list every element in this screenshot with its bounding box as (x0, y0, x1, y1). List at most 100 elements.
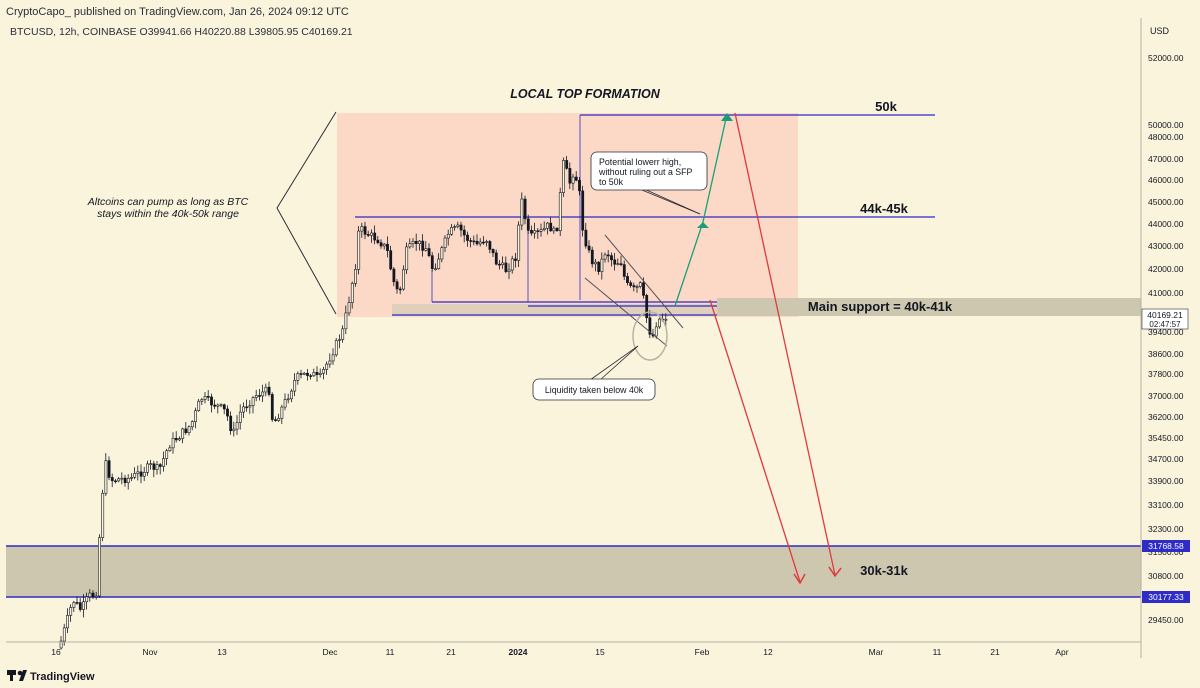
candle-body (181, 428, 185, 439)
candle-body (107, 460, 111, 478)
candle-body (162, 458, 165, 467)
price-tick-label: 48000.00 (1148, 132, 1184, 142)
candle-body (315, 372, 319, 375)
candle-body (501, 262, 505, 265)
candle-body (222, 404, 226, 410)
candle-body (168, 447, 172, 452)
time-tick-label: Mar (869, 647, 884, 657)
candle-body (325, 363, 329, 370)
candle-body (114, 480, 117, 483)
time-tick-label: Feb (695, 647, 710, 657)
candle-body (110, 477, 114, 482)
candle-body (507, 269, 511, 272)
candle-body (296, 373, 300, 381)
candle-body (584, 229, 588, 247)
tradingview-logo (7, 670, 27, 681)
publish-info: CryptoCapo_ published on TradingView.com… (6, 6, 349, 18)
time-tick-label: 16 (51, 647, 61, 657)
candle-body (328, 360, 332, 365)
candle-body (424, 248, 428, 251)
time-tick-label: Dec (322, 647, 338, 657)
candle-body (184, 428, 188, 434)
candle-body (523, 198, 527, 220)
candle-body (75, 602, 79, 604)
candle-body (261, 391, 265, 397)
candle-body (62, 627, 66, 642)
candle-body (379, 242, 383, 247)
candle-body (472, 240, 476, 243)
candle-body (613, 259, 617, 265)
candle-body (629, 282, 633, 286)
candle-body (638, 282, 642, 287)
price-tick-label: 44000.00 (1148, 219, 1184, 229)
candle-body (459, 224, 463, 231)
candle-body (485, 241, 489, 243)
candle-body (277, 418, 281, 421)
candle-body (254, 395, 258, 398)
candle-body (616, 263, 620, 265)
callout-pointer-2b (599, 345, 639, 381)
candle-body (568, 168, 572, 184)
zone-bottom-value: 30177.33 (1148, 592, 1184, 602)
candle-body (427, 248, 431, 257)
candle-body (146, 463, 149, 473)
candle-body (245, 406, 249, 409)
candle-body (104, 460, 108, 494)
candle-body (226, 408, 229, 417)
candle-body (142, 472, 146, 477)
candle-body (389, 250, 393, 270)
candle-body (466, 234, 469, 241)
bearish-path-1 (734, 112, 836, 576)
candle-body (552, 227, 556, 232)
candle-body (101, 492, 105, 538)
candle-body (350, 283, 354, 303)
candle-body (78, 602, 82, 610)
candle-body (619, 263, 623, 265)
candle-body (594, 261, 597, 265)
callout-liquidity (532, 378, 656, 401)
candle-body (82, 601, 85, 610)
candle-body (530, 230, 533, 234)
candle-body (270, 394, 274, 420)
price-tick-label: 50000.00 (1148, 120, 1184, 130)
candle-body (542, 227, 546, 230)
candle-body (514, 258, 517, 261)
bullish-arrowhead-1 (697, 222, 709, 228)
candle-body (610, 255, 613, 261)
range-box (337, 113, 798, 317)
candle-body (357, 230, 361, 270)
candle-body (178, 438, 181, 441)
candle-body (590, 249, 594, 265)
candle-body (136, 471, 140, 474)
candle-body (171, 437, 175, 449)
candle-body (72, 602, 76, 608)
candle-body (213, 404, 217, 407)
candle-body (504, 262, 508, 272)
time-tick-label: 11 (386, 647, 395, 657)
candle-body (597, 261, 601, 272)
candle-body (571, 176, 575, 184)
main-support-band (717, 298, 1141, 316)
candle-body (498, 263, 501, 266)
candle-body (386, 243, 389, 251)
candle-body (411, 240, 415, 245)
candle-body (130, 477, 133, 479)
candle-body (443, 237, 447, 249)
candle-body (373, 232, 377, 241)
candle-body (120, 477, 124, 480)
candle-body (392, 268, 396, 283)
candle-body (536, 230, 540, 233)
candle-body (654, 326, 658, 337)
price-tick-label: 33900.00 (1148, 476, 1184, 486)
price-tick-label: 32300.00 (1148, 524, 1184, 534)
candle-body (475, 240, 479, 245)
candle-body (622, 264, 626, 277)
price-tick-label: 45000.00 (1148, 197, 1184, 207)
axis-currency: USD (1150, 26, 1170, 36)
candle-body (338, 339, 341, 341)
callout-lower-high-text: Potential lowerr high, without ruling out… (598, 157, 693, 187)
callout-pointer-1b (641, 187, 701, 215)
zone-bottom-tag (1142, 591, 1190, 603)
candle-body (414, 240, 418, 244)
candle-body (344, 312, 348, 330)
